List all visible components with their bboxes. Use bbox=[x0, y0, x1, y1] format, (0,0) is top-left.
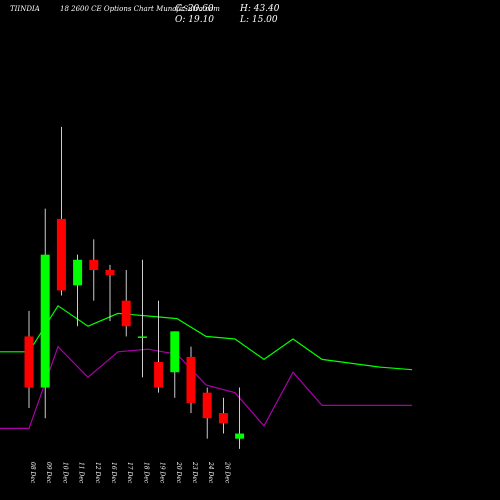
x-tick-label: 09 Dec bbox=[45, 462, 52, 484]
low-value: L: 15.00 bbox=[240, 15, 278, 25]
candle-body bbox=[73, 259, 83, 286]
x-tick-label: 10 Dec bbox=[61, 462, 68, 484]
open-value: O: 19.10 bbox=[175, 15, 215, 25]
x-tick-label: 11 Dec bbox=[78, 462, 85, 484]
x-tick-label: 24 Dec bbox=[207, 461, 214, 484]
candle-body bbox=[202, 392, 212, 419]
x-tick-label: 20 Dec bbox=[175, 461, 182, 484]
close-value: C: 20.60 bbox=[175, 4, 214, 14]
x-tick-label: 17 Dec bbox=[126, 462, 133, 484]
candle-body bbox=[24, 336, 34, 388]
high-value: H: 43.40 bbox=[240, 4, 280, 14]
candle-body bbox=[121, 300, 131, 327]
chart-symbol: TIINDIA bbox=[10, 5, 40, 13]
x-tick-label: 16 Dec bbox=[110, 462, 117, 484]
x-tick-label: 19 Dec bbox=[159, 462, 166, 484]
x-tick-label: 26 Dec bbox=[223, 461, 230, 484]
candle-body bbox=[137, 336, 147, 338]
candles bbox=[24, 126, 245, 449]
candle-body bbox=[154, 362, 164, 388]
x-tick-label: 18 Dec bbox=[142, 462, 149, 484]
candle-body bbox=[40, 254, 50, 388]
x-tick-label: 23 Dec bbox=[191, 461, 198, 484]
candle-body bbox=[186, 356, 196, 403]
x-axis-tick-labels: 08 Dec 09 Dec 10 Dec 11 Dec 12 Dec 16 Dec 17 D… bbox=[29, 461, 230, 484]
x-tick-label: 08 Dec bbox=[29, 462, 36, 484]
candle-body bbox=[235, 433, 245, 439]
green-indicator-line bbox=[0, 304, 413, 371]
candle-body bbox=[170, 331, 180, 373]
candle-body bbox=[89, 259, 99, 270]
candle-body bbox=[56, 218, 66, 291]
x-tick-label: 12 Dec bbox=[94, 462, 101, 484]
candle-body bbox=[105, 270, 115, 276]
chart-subtitle: 18 2600 CE Options Chart MunafaSutra.com bbox=[60, 5, 220, 13]
candle-body bbox=[218, 413, 228, 424]
